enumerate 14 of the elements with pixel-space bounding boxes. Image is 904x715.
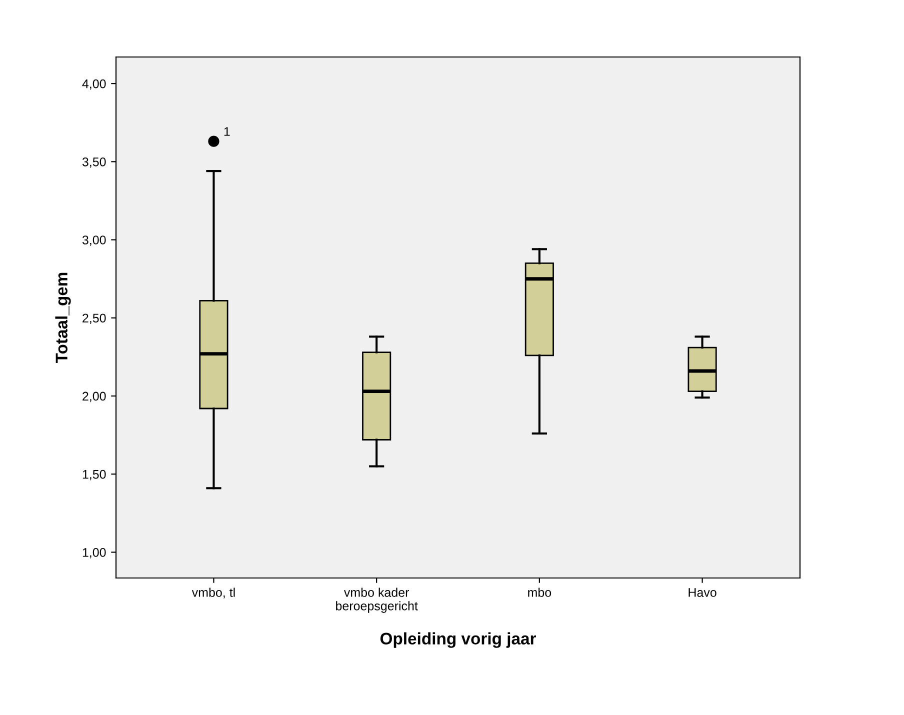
y-tick-label: 3,50 <box>82 157 106 168</box>
x-axis-title: Opleiding vorig jaar <box>380 632 536 648</box>
y-tick-label: 4,00 <box>82 79 106 90</box>
y-tick-label: 1,50 <box>82 470 106 480</box>
y-tick-label: 3,00 <box>82 236 106 246</box>
x-tick-label: Havo <box>688 588 716 597</box>
x-tick-label: mbo <box>528 588 552 597</box>
y-axis-title: Totaal_gem <box>55 272 71 364</box>
y-tick-label: 2,50 <box>82 314 106 324</box>
y-tick-label: 1,00 <box>82 548 106 558</box>
x-tick-label: vmbo, tl <box>192 588 235 598</box>
annotation: 1 <box>224 127 230 136</box>
x-tick-label: vmbo kader beroepsgericht <box>336 588 418 613</box>
y-tick-label: 2,00 <box>82 392 106 402</box>
